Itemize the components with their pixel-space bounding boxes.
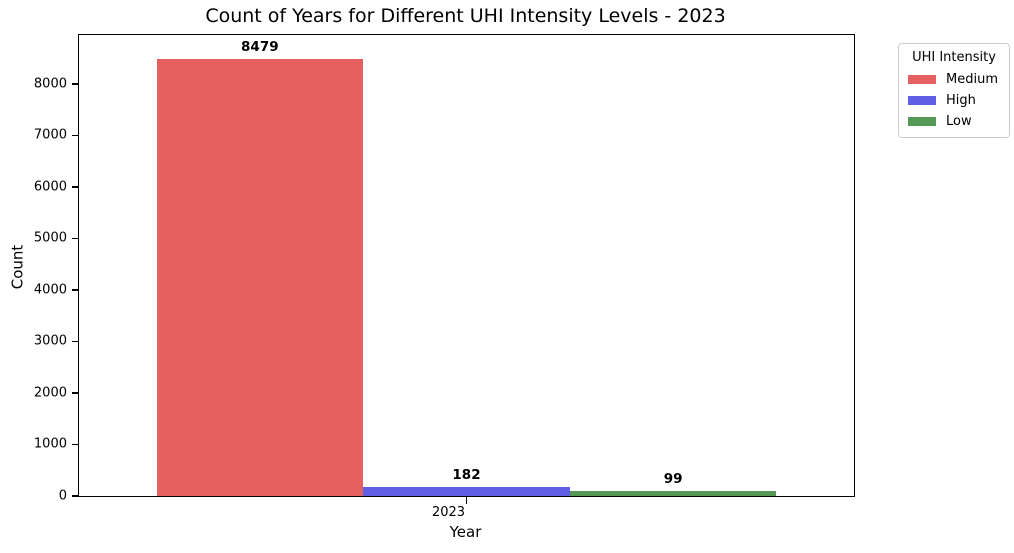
y-tick-label: 2000 bbox=[33, 385, 67, 401]
legend-item-medium: Medium bbox=[908, 69, 1000, 90]
y-tick-mark bbox=[72, 134, 79, 137]
bar-value-label-medium: 8479 bbox=[241, 39, 279, 56]
y-tick-label: 1000 bbox=[33, 436, 67, 452]
legend-items: Medium High Low bbox=[908, 69, 1000, 132]
bar-value-label-low: 99 bbox=[663, 470, 683, 487]
y-tick-mark bbox=[72, 289, 79, 291]
legend-item-high: High bbox=[908, 90, 1000, 111]
bar-low bbox=[569, 490, 777, 496]
y-tick-label: 4000 bbox=[33, 282, 67, 298]
legend-title: UHI Intensity bbox=[912, 50, 996, 65]
legend-item-label: Low bbox=[946, 114, 972, 129]
x-tick-mark bbox=[465, 497, 468, 504]
y-tick-mark bbox=[72, 443, 79, 446]
x-axis-label: Year bbox=[449, 523, 482, 541]
legend-box: UHI Intensity Medium High Low bbox=[898, 43, 1010, 138]
y-tick-label: 7000 bbox=[33, 127, 67, 143]
x-tick-label: 2023 bbox=[431, 505, 466, 520]
legend-swatch-icon bbox=[908, 117, 936, 126]
plot-area: 0 1000 2000 3000 4000 5000 6000 7000 8000 2023 847… bbox=[34, 34, 855, 520]
y-tick-label: 5000 bbox=[33, 230, 67, 246]
y-tick-mark bbox=[72, 495, 79, 497]
y-tick-mark bbox=[72, 83, 79, 85]
bar-medium bbox=[156, 59, 364, 496]
bar-value-label-high: 182 bbox=[452, 466, 481, 483]
y-tick-label: 6000 bbox=[33, 179, 67, 195]
legend-swatch-icon bbox=[908, 75, 936, 84]
y-tick-mark bbox=[72, 392, 79, 394]
chart-title: Count of Years for Different UHI Intensi… bbox=[205, 5, 726, 27]
y-axis-label: Count bbox=[8, 244, 27, 290]
legend-item-low: Low bbox=[908, 111, 1000, 132]
legend-item-label: High bbox=[946, 93, 976, 108]
y-tick-mark bbox=[72, 340, 79, 343]
y-tick-label: 3000 bbox=[33, 333, 67, 349]
y-tick-mark bbox=[72, 186, 79, 188]
legend-item-label: Medium bbox=[946, 72, 998, 87]
y-tick-mark bbox=[72, 237, 79, 240]
y-tick-label: 8000 bbox=[33, 76, 67, 92]
legend-swatch-icon bbox=[908, 96, 936, 105]
y-tick-label: 0 bbox=[58, 488, 67, 504]
bar-high bbox=[363, 486, 570, 496]
